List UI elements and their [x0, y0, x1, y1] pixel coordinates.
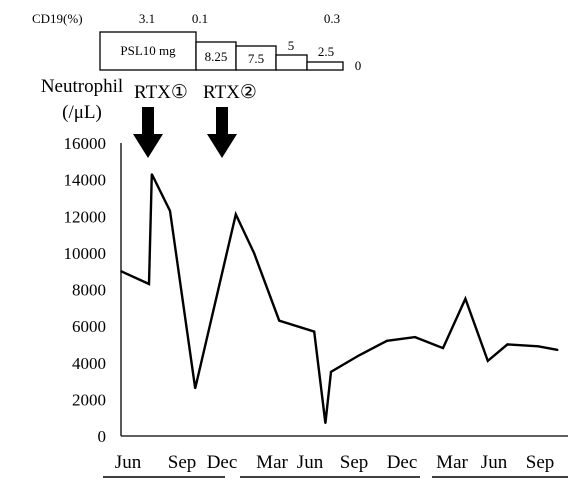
- psl-step-label-3: 7.5: [248, 51, 264, 66]
- series-points: [120, 173, 559, 425]
- y-tick-label-0: 0: [98, 427, 107, 446]
- data-point-14: [442, 347, 444, 349]
- psl-step-label-2: 8.25: [205, 49, 228, 64]
- x-tick-label-9: Sep: [526, 452, 555, 473]
- x-tick-label-4: Jun: [297, 452, 324, 473]
- data-point-11: [358, 354, 360, 357]
- y-axis-label-line2: (/μL): [62, 102, 102, 123]
- data-point-7: [278, 319, 281, 322]
- x-tick-label-8: Jun: [481, 452, 508, 473]
- data-point-17: [506, 343, 509, 346]
- cd19-label: CD19(%): [32, 11, 83, 26]
- psl-step-box-1: [99, 31, 197, 71]
- data-point-0: [120, 270, 122, 273]
- data-point-9: [324, 422, 327, 425]
- psl-step-box-3: [235, 45, 277, 71]
- data-point-16: [487, 360, 489, 362]
- psl-step-label-4: 5: [288, 38, 295, 53]
- rtx-label-1: RTX①: [134, 82, 188, 103]
- data-point-10: [330, 371, 332, 373]
- data-point-8: [313, 330, 316, 333]
- y-tick-label-6: 12000: [64, 207, 107, 226]
- x-tick-labels: Jun Sep Dec Mar Jun Sep Dec Mar Jun Sep: [115, 452, 554, 473]
- y-tick-labels: 0 2000 4000 6000 8000 10000 12000 14000 16000: [64, 134, 107, 446]
- y-axis-label-line1: Neutrophil: [41, 76, 123, 97]
- y-tick-label-5: 10000: [64, 244, 107, 263]
- rtx-label-2: RTX②: [203, 82, 257, 103]
- psl-step-label-1: PSL10 mg: [120, 43, 176, 58]
- data-point-13: [414, 336, 416, 338]
- rtx-arrow-2: [207, 107, 237, 158]
- x-tick-label-0: Jun: [115, 452, 142, 473]
- data-point-19: [557, 349, 559, 351]
- data-point-5: [235, 213, 237, 216]
- data-point-2: [151, 173, 153, 175]
- data-point-12: [386, 340, 388, 342]
- psl-step-box-4: [275, 54, 308, 71]
- psl-step-label-6: 0: [355, 58, 362, 73]
- data-point-1: [148, 283, 150, 285]
- y-tick-label-4: 8000: [72, 281, 106, 300]
- x-tick-label-7: Mar: [436, 452, 468, 473]
- y-tick-label-1: 2000: [72, 390, 106, 409]
- data-point-18: [537, 345, 539, 348]
- data-point-3: [169, 210, 171, 212]
- x-tick-label-6: Dec: [387, 452, 418, 473]
- x-tick-label-2: Dec: [207, 452, 238, 473]
- y-tick-label-8: 16000: [64, 134, 107, 153]
- cd19-value-2: 0.1: [192, 11, 208, 26]
- rtx-arrow-1: [133, 107, 163, 158]
- y-tick-label-7: 14000: [64, 171, 107, 190]
- y-tick-label-2: 4000: [72, 354, 106, 373]
- x-tick-label-5: Sep: [340, 452, 369, 473]
- data-point-6: [253, 252, 255, 254]
- cd19-value-3: 0.3: [324, 11, 340, 26]
- psl-step-box-5: [306, 61, 344, 71]
- x-tick-label-3: Mar: [256, 452, 288, 473]
- data-point-4: [194, 387, 196, 390]
- psl-step-box-2: [195, 41, 237, 71]
- data-point-15: [464, 297, 467, 300]
- series-line-neutrophil: [120, 173, 559, 424]
- cd19-value-1: 3.1: [139, 11, 155, 26]
- y-tick-label-3: 6000: [72, 317, 106, 336]
- psl-step-label-5: 2.5: [318, 44, 334, 59]
- x-tick-label-1: Sep: [168, 452, 197, 473]
